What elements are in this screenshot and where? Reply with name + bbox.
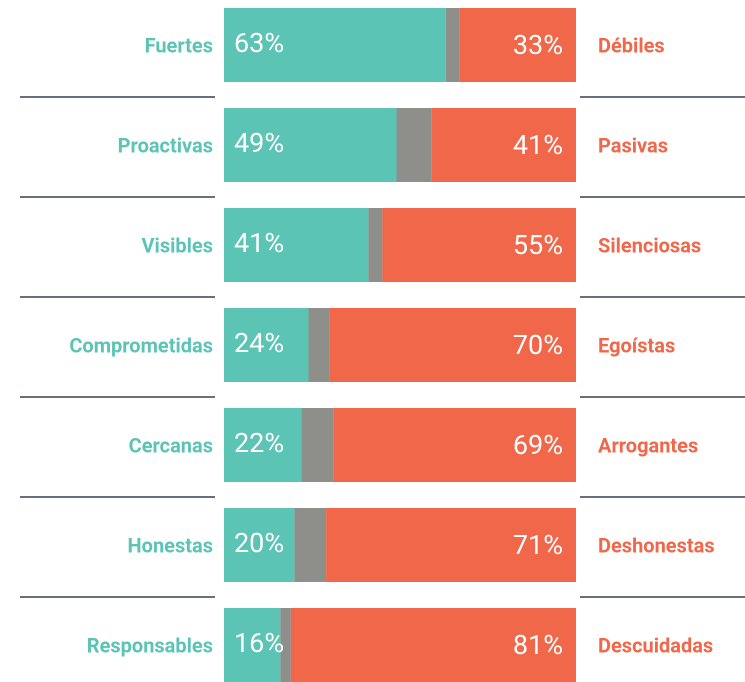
value-label: 33% [513, 29, 563, 61]
value-label: 63% [234, 27, 284, 59]
left-label: Proactivas [118, 133, 213, 157]
bar-segment [224, 408, 302, 482]
value-label: 16% [234, 627, 284, 659]
right-label: Arrogantes [598, 433, 698, 457]
bar-segment [445, 8, 460, 82]
right-label: Silenciosas [598, 233, 701, 257]
bar-segment [368, 208, 383, 282]
bar-segment [431, 108, 576, 182]
value-label: 41% [513, 129, 563, 161]
bar-segment [301, 408, 334, 482]
left-label: Visibles [141, 233, 213, 257]
value-label: 49% [234, 127, 284, 159]
right-label: Deshonestas [598, 533, 715, 557]
left-label: Comprometidas [69, 333, 213, 357]
bar-segment [459, 8, 576, 82]
bar-segment [224, 208, 369, 282]
right-label: Débiles [598, 33, 665, 57]
value-label: 41% [234, 227, 284, 259]
value-label: 70% [513, 329, 563, 361]
value-label: 55% [513, 229, 563, 261]
bar-segment [290, 608, 576, 682]
value-label: 20% [234, 527, 284, 559]
bar-segment [224, 8, 446, 82]
bar-segment [396, 108, 432, 182]
bar-segment [329, 308, 576, 382]
bar-segment [308, 308, 330, 382]
bar-segment [326, 508, 576, 582]
left-label: Responsables [87, 633, 213, 657]
value-label: 24% [234, 327, 284, 359]
right-label: Pasivas [598, 133, 668, 157]
left-label: Honestas [128, 533, 213, 557]
value-label: 22% [234, 427, 284, 459]
bar-segment [333, 408, 576, 482]
left-label: Cercanas [129, 433, 213, 457]
value-label: 69% [513, 429, 563, 461]
bar-segment [382, 208, 576, 282]
bar-segment [224, 108, 397, 182]
right-label: Descuidadas [598, 633, 713, 657]
value-label: 71% [513, 529, 563, 561]
bar-segment [224, 608, 281, 682]
right-label: Egoístas [598, 333, 675, 357]
left-label: Fuertes [145, 33, 213, 57]
bar-segment [280, 608, 291, 682]
bar-segment [294, 508, 327, 582]
bar-segment [224, 308, 309, 382]
value-label: 81% [513, 629, 563, 661]
bar-segment [224, 508, 295, 582]
